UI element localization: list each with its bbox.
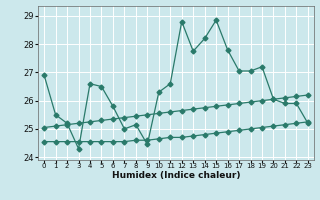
X-axis label: Humidex (Indice chaleur): Humidex (Indice chaleur) — [112, 171, 240, 180]
